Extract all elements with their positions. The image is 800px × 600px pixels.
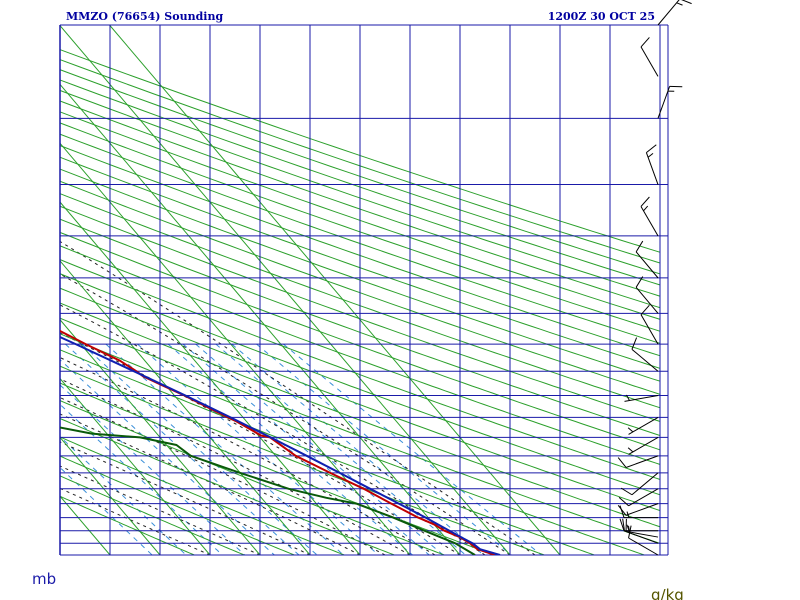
moist-adiabat xyxy=(60,356,436,555)
wind-barb xyxy=(640,196,659,237)
wind-barb-full xyxy=(617,457,627,468)
wind-barb xyxy=(624,394,659,402)
wind-barb-staff xyxy=(640,314,659,345)
wind-barb-full xyxy=(681,0,692,5)
grid-lines xyxy=(59,24,669,556)
wind-barb-staff xyxy=(640,46,659,77)
parcel-profile xyxy=(60,335,501,555)
wind-barb xyxy=(640,37,659,77)
wind-barb-full xyxy=(635,276,644,288)
wind-barb-full xyxy=(619,518,625,531)
wind-barb-half xyxy=(625,394,630,401)
wind-barb xyxy=(635,240,659,279)
wind-barb-staff xyxy=(625,531,659,544)
wind-barb-staff xyxy=(657,86,671,119)
pressure-unit-label: mb xyxy=(32,570,56,588)
wind-barb-staff xyxy=(657,0,680,26)
wind-barb-full xyxy=(635,240,644,253)
isotherm xyxy=(109,25,561,555)
wind-barb xyxy=(617,503,659,516)
wind-barb-half xyxy=(647,152,654,158)
wind-barb-staff xyxy=(625,455,659,468)
sounding-profiles xyxy=(60,329,501,555)
isotherm xyxy=(60,260,311,555)
wind-barbs xyxy=(617,0,692,556)
wind-barb-full xyxy=(640,37,650,48)
wind-barb-staff xyxy=(640,206,659,237)
chart-title: MMZO (76654) Sounding xyxy=(66,10,223,23)
wind-barb-staff xyxy=(645,152,659,185)
wind-barb-staff xyxy=(628,416,659,435)
wind-barb-staff xyxy=(625,503,659,516)
isotherm xyxy=(60,25,511,555)
wind-barb-staff xyxy=(628,537,659,556)
wind-barb-half xyxy=(626,524,630,531)
isotherm xyxy=(60,83,461,555)
isotherm xyxy=(60,436,161,555)
isotherm xyxy=(60,201,361,555)
wind-barb-full xyxy=(620,487,633,496)
wind-barb-full xyxy=(640,196,650,207)
wind-barb-staff xyxy=(635,286,659,314)
moist-adiabat xyxy=(60,240,536,555)
wind-barb xyxy=(618,488,659,507)
sounding-time: 1200Z 30 OCT 25 xyxy=(548,10,655,23)
wind-barb-half xyxy=(627,427,634,433)
wind-barb-full xyxy=(618,497,629,507)
wind-barb-half xyxy=(643,205,649,212)
wind-barb-staff xyxy=(631,472,659,496)
wind-barb-half xyxy=(627,447,634,453)
wind-barb xyxy=(657,85,683,119)
wind-barb-half xyxy=(676,2,683,6)
isotherm xyxy=(60,377,211,555)
wind-barb-full xyxy=(646,144,657,153)
mixing-ratio-unit-label: g/kg xyxy=(651,586,684,600)
wind-barb-staff xyxy=(631,348,659,372)
moist-adiabat xyxy=(60,441,311,555)
wind-barb-full xyxy=(617,505,627,516)
wind-barb-staff xyxy=(624,530,659,538)
wind-barb-full xyxy=(631,337,638,350)
wind-barb xyxy=(635,276,659,314)
wind-barb-staff xyxy=(628,488,659,507)
isotherm xyxy=(60,142,411,555)
wind-barb xyxy=(617,455,659,468)
moist-adiabat xyxy=(60,397,386,555)
wind-barb xyxy=(640,304,659,345)
wind-barb-staff xyxy=(628,436,659,455)
wind-barb-staff xyxy=(635,251,659,279)
wind-barb xyxy=(657,0,692,26)
wind-barb xyxy=(619,518,658,532)
wind-barb xyxy=(625,518,659,544)
wind-barb xyxy=(627,416,659,435)
wind-barb-full xyxy=(622,518,626,532)
wind-barb-staff xyxy=(624,394,659,402)
wind-barb xyxy=(645,144,659,185)
dewpoint-profile xyxy=(60,426,476,555)
wind-barb-full xyxy=(640,304,650,315)
wind-barb-full xyxy=(619,505,625,518)
wind-barb xyxy=(631,337,659,372)
wind-barb xyxy=(620,472,659,496)
wind-barb xyxy=(627,436,659,455)
isotherm xyxy=(60,318,261,555)
